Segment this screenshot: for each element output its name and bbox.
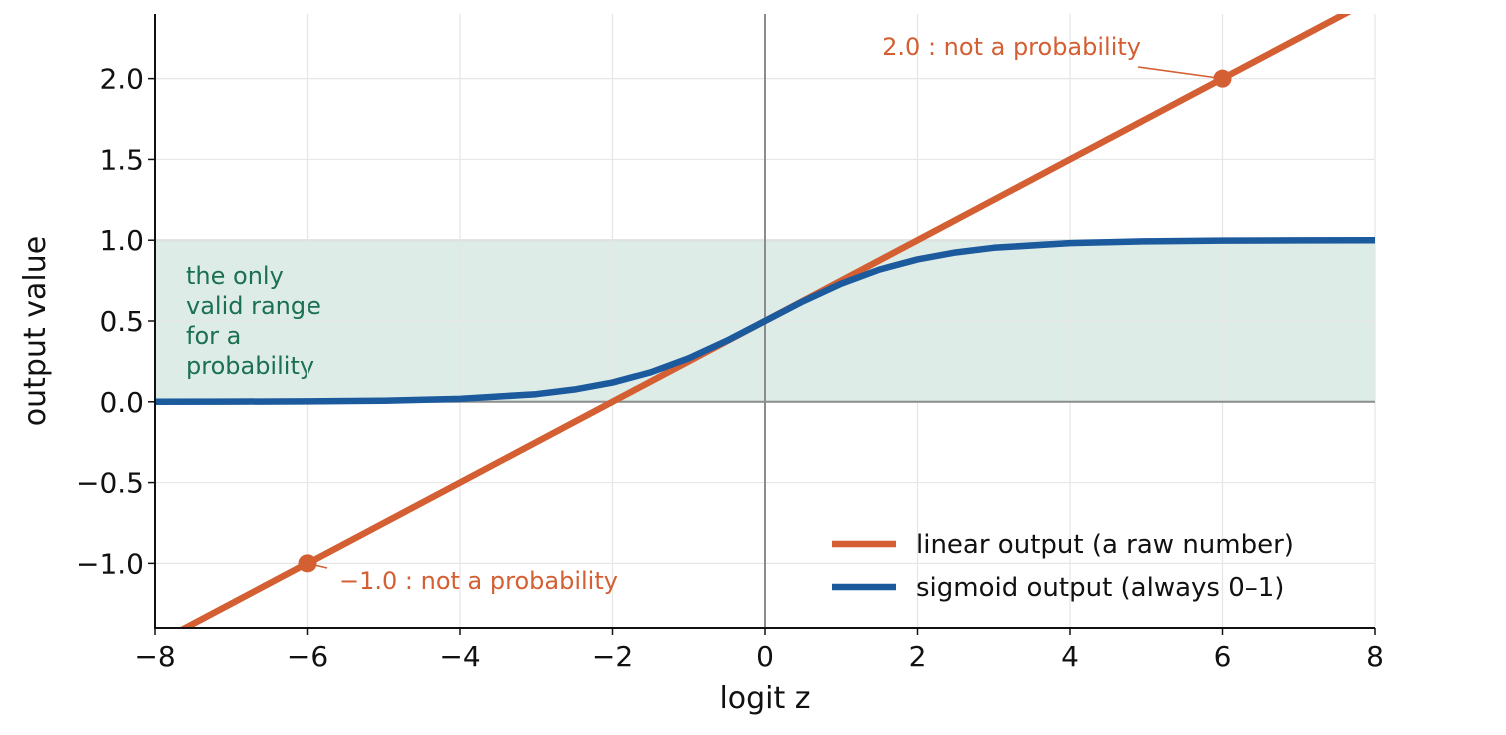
x-tick-label: −4 (439, 640, 480, 673)
ticks-layer: −8 −6 −4 −2 0 2 4 6 8 2.0 1.5 1.0 0.5 0.0 −0.5 −1.0 (76, 63, 1384, 673)
x-axis-title: logit z (719, 681, 810, 716)
legend: linear output (a raw number) sigmoid outp… (832, 530, 1294, 603)
valid-range-label-line: probability (186, 352, 314, 380)
legend-label: sigmoid output (always 0–1) (916, 573, 1284, 603)
y-tick-label: 0.5 (99, 305, 144, 338)
valid-range-label-line: for a (186, 322, 241, 350)
series-line-sigmoid (155, 237, 1375, 405)
x-tick-label: 8 (1366, 640, 1384, 673)
y-tick-label: 1.0 (99, 224, 144, 257)
valid-range-label-line: the only (186, 262, 284, 290)
x-tick-label: 0 (756, 640, 774, 673)
y-axis-title: output value (18, 236, 53, 426)
annotation-label: −1.0 : not a probability (339, 567, 618, 595)
y-tick-label: 0.0 (99, 386, 144, 419)
x-tick-label: −8 (134, 640, 175, 673)
valid-range-label: the only valid range for a probability (186, 262, 321, 380)
annotation-leader-line (1137, 66, 1223, 80)
x-tick-label: 2 (909, 640, 927, 673)
series-layer (155, 14, 1375, 628)
legend-label: linear output (a raw number) (916, 530, 1294, 560)
x-tick-label: 6 (1214, 640, 1232, 673)
y-tick-label: 1.5 (99, 143, 144, 176)
y-tick-label: −1.0 (76, 547, 144, 580)
x-tick-label: −6 (287, 640, 328, 673)
x-tick-label: −2 (592, 640, 633, 673)
x-tick-label: 4 (1061, 640, 1079, 673)
annotation-markers-layer: 2.0 : not a probability −1.0 : not a prob… (298, 33, 1232, 595)
valid-range-label-line: valid range (186, 292, 321, 320)
annotation-point (298, 554, 317, 573)
annotation-point (1213, 69, 1232, 88)
y-tick-label: −0.5 (76, 467, 144, 500)
annotation-label: 2.0 : not a probability (882, 33, 1141, 61)
y-tick-label: 2.0 (99, 63, 144, 96)
